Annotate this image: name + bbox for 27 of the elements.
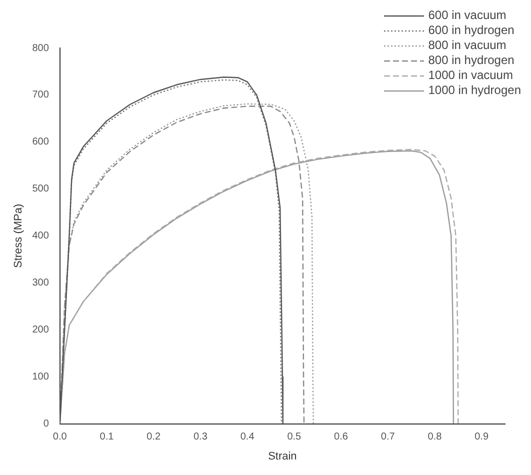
x-tick-label: 0.6 [334,432,348,443]
y-tick-label: 600 [32,136,50,148]
legend-label: 1000 in vacuum [428,68,513,83]
y-tick-label: 700 [32,90,50,101]
x-tick-label: 0.1 [100,432,114,443]
x-axis-title: Strain [268,450,297,462]
x-tick-label: 0.8 [428,432,442,443]
x-tick-label: 0.2 [146,432,161,443]
legend-label: 600 in vacuum [428,8,506,23]
y-axis-title: Stress (MPa) [12,204,25,268]
x-tick-label: 0.0 [52,432,68,443]
y-tick-label: 500 [32,184,50,195]
legend-label: 800 in hydrogen [428,53,514,68]
y-tick-label: 100 [32,372,50,383]
y-tick-label: 300 [32,278,50,289]
legend-label: 800 in vacuum [428,38,506,53]
x-tick-label: 0.7 [380,432,396,443]
x-tick-label: 0.4 [240,432,255,443]
legend-label: 600 in hydrogen [428,23,514,38]
y-tick-label: 800 [32,42,50,54]
x-tick-label: 0.5 [287,432,302,443]
x-tick-label: 0.3 [193,432,208,443]
legend-label: 1000 in hydrogen [428,83,521,98]
y-tick-label: 0 [43,418,50,430]
y-tick-label: 200 [32,324,50,336]
y-tick-label: 400 [32,230,50,242]
x-tick-label: 0.9 [474,432,489,443]
